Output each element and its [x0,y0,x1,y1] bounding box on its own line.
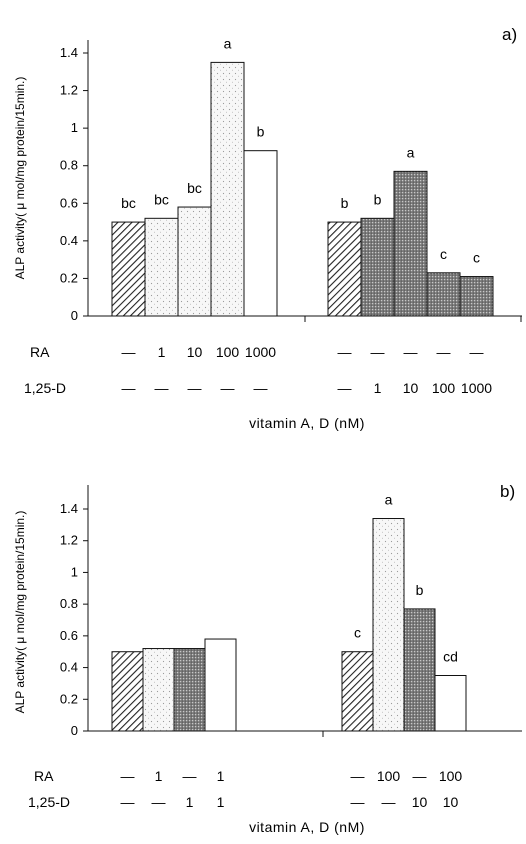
d-dose-label: 10 [443,794,459,810]
bar [173,648,206,732]
ra-dose-label: 1 [217,768,225,784]
d-dose-label: — [155,380,169,396]
significance-label: c [354,625,361,641]
significance-label: cd [443,649,458,665]
ra-dose-label: — [183,768,197,784]
significance-label: b [416,582,424,598]
d-dose-label: — [338,380,352,396]
ra-dose-label: — [121,768,135,784]
d-dose-label: — [382,794,396,810]
bar [177,206,212,317]
panel-label: b) [500,482,515,501]
d-dose-label: — [122,380,136,396]
panel-b-chart: 0 0.2 0.4 0.6 0.8 1 1.2 1.4 ALP activity( μ mol/… [13,482,522,835]
d-dose-label: — [221,380,235,396]
y-tick-label: 1.2 [60,83,78,98]
bar [393,170,428,317]
significance-label: bc [187,180,202,196]
y-tick-label: 1.4 [60,45,78,60]
bar [403,608,436,732]
y-tick-label: 0.2 [60,691,78,706]
d-dose-label: — [121,794,135,810]
d-dose-label: 1 [374,380,382,396]
y-tick-label: 0.8 [60,596,78,611]
bar [341,651,374,732]
y-tick-label: 0.8 [60,158,78,173]
ra-dose-label: 10 [187,344,203,360]
bar [327,221,362,317]
ra-dose-label: 1 [155,768,163,784]
significance-label: a [407,144,415,160]
significance-label: a [224,35,232,51]
significance-label: bc [121,195,136,211]
bar [360,217,395,317]
bar [243,150,278,317]
d-dose-label: 10 [412,794,428,810]
d-dose-label: 1 [217,794,225,810]
d-dose-label: 1 [186,794,194,810]
x-axis-label: vitamin A, D (nM) [249,819,365,835]
ra-dose-label: 100 [377,768,401,784]
ra-dose-label: — [437,344,451,360]
ra-dose-label: — [413,768,427,784]
row-label-125d: 1,25-D [24,380,66,396]
bar [142,648,175,732]
significance-label: b [257,124,265,140]
y-tick-label: 1.2 [60,533,78,548]
d-dose-label: 100 [432,380,456,396]
significance-label: b [341,195,349,211]
ra-dose-label: — [122,344,136,360]
row-label-125d: 1,25-D [28,794,70,810]
ra-dose-label: 100 [439,768,463,784]
bar [434,675,467,732]
bar [210,61,245,317]
row-label-ra: RA [30,344,50,360]
ra-dose-label: 100 [216,344,240,360]
ra-dose-label: — [338,344,352,360]
y-tick-label: 1.4 [60,501,78,516]
bar [372,518,405,732]
significance-label: bc [154,191,169,207]
row-label-ra: RA [34,768,54,784]
panel-label: a) [502,25,517,44]
bar [426,272,461,317]
y-tick-label: 0.4 [60,233,78,248]
y-tick-label: 0.2 [60,270,78,285]
y-axis-label: ALP activity( μ mol/mg protein/15min.) [13,511,27,714]
bar [111,651,144,732]
y-tick-label: 0.4 [60,660,78,675]
x-axis-label: vitamin A, D (nM) [249,415,365,431]
panel-a-chart: 0 0.2 0.4 0.6 0.8 1 1.2 1.4 ALP activity( μ mol/… [13,25,522,431]
y-tick-label: 0.6 [60,628,78,643]
y-tick-label: 1 [71,564,78,579]
bar [204,638,237,732]
bar [459,276,494,317]
y-axis-label: ALP activity( μ mol/mg protein/15min.) [13,77,27,280]
y-tick-label: 0 [71,723,78,738]
y-tick-label: 0 [71,308,78,323]
d-dose-label: — [254,380,268,396]
ra-dose-label: — [470,344,484,360]
d-dose-label: — [188,380,202,396]
ra-dose-label: — [404,344,418,360]
bar [111,221,146,317]
y-tick-label: 1 [71,120,78,135]
d-dose-label: — [152,794,166,810]
y-tick-label: 0.6 [60,195,78,210]
d-dose-label: — [351,794,365,810]
d-dose-label: 1000 [461,380,492,396]
ra-dose-label: 1 [158,344,166,360]
bar [144,217,179,317]
significance-label: a [385,492,393,508]
ra-dose-label: 1000 [245,344,276,360]
significance-label: c [473,250,480,266]
ra-dose-label: — [371,344,385,360]
d-dose-label: 10 [403,380,419,396]
ra-dose-label: — [351,768,365,784]
significance-label: c [440,246,447,262]
significance-label: b [374,191,382,207]
